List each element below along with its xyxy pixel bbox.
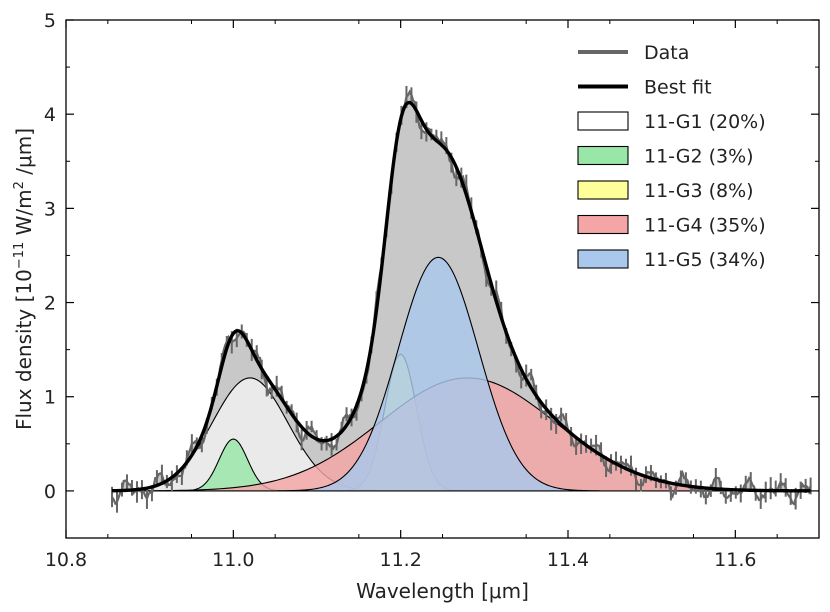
x-tick-label: 11.6 — [714, 549, 756, 571]
x-tick-label: 11.2 — [380, 549, 422, 571]
legend-entry-7: 11-G5 (34%) — [577, 249, 766, 271]
plot-area — [111, 86, 812, 513]
legend-label: 11-G3 (8%) — [644, 180, 754, 202]
legend-entry-4: 11-G2 (3%) — [577, 145, 754, 168]
y-tick-label: 5 — [44, 10, 56, 32]
y-axis-title: Flux density [10−11 W/m2 /μm] — [12, 128, 36, 430]
legend-label: 11-G1 (20%) — [644, 111, 766, 133]
y-axis-title-exponent2: 2 — [12, 181, 27, 189]
y-tick-label: 2 — [44, 293, 56, 315]
legend-patch-swatch — [577, 111, 629, 131]
legend-patch-swatch — [577, 145, 629, 166]
component-5-gaussian — [277, 256, 600, 492]
x-tick-label: 10.8 — [45, 549, 87, 571]
x-tick-label: 11.4 — [547, 549, 589, 571]
legend-patch-swatch — [577, 249, 629, 269]
legend-entry-5: 11-G3 (8%) — [577, 180, 754, 202]
legend-patch-swatch — [577, 214, 629, 235]
y-tick-label: 3 — [44, 198, 56, 220]
legend-patch-swatch — [577, 180, 629, 200]
best-fit-line — [111, 100, 811, 493]
y-axis-title-exponent: −11 — [12, 242, 27, 269]
legend-entry-6: 11-G4 (35%) — [577, 214, 766, 237]
y-axis-title-prefix: Flux density [10 — [12, 269, 36, 430]
y-tick-label: 0 — [44, 481, 56, 503]
legend-label: Data — [644, 42, 689, 64]
x-tick-label: 11.0 — [212, 549, 254, 571]
legend-entry-2: Best fit — [578, 77, 712, 99]
y-tick-label: 4 — [44, 104, 56, 126]
legend-label: Best fit — [644, 77, 712, 99]
y-tick-label: 1 — [44, 387, 56, 409]
legend-entry-3: 11-G1 (20%) — [577, 111, 766, 133]
legend: Data Best fit 11-G1 (20%) 11-G2 (3%) 11-G3 (… — [577, 42, 766, 271]
y-axis-title-unit: W/m — [12, 189, 36, 241]
legend-label: 11-G4 (35%) — [644, 215, 766, 237]
legend-label: 11-G2 (3%) — [644, 146, 754, 168]
x-axis-title: Wavelength [μm] — [356, 579, 529, 603]
axes: 10.8 11.0 11.2 11.4 11.6 0 1 2 3 4 5 Wavelength [μm… — [12, 10, 820, 603]
legend-label: 11-G5 (34%) — [644, 249, 766, 271]
legend-entry-1: Data — [578, 42, 689, 64]
y-axis-title-suffix: /μm] — [12, 128, 36, 181]
